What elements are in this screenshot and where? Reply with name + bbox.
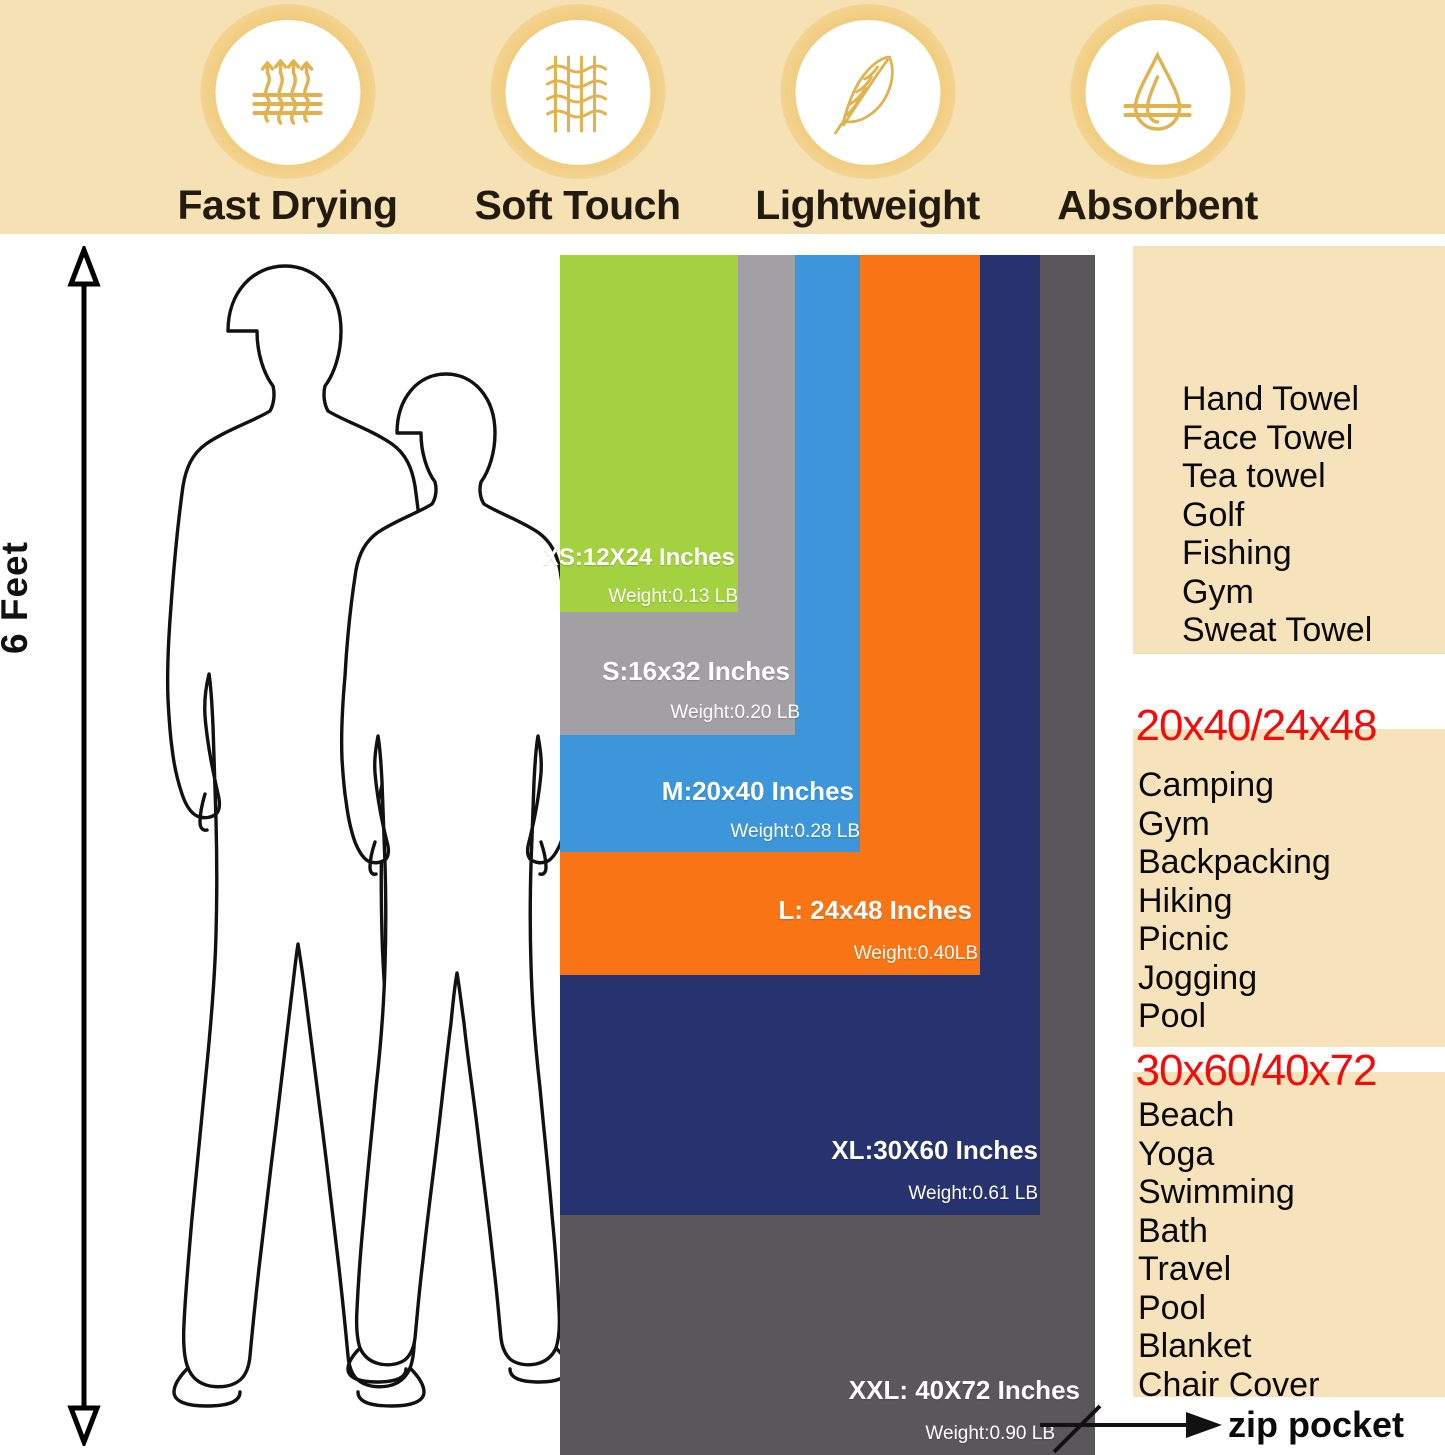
feature-band: Fast Drying Soft Touch	[0, 0, 1445, 234]
panel-list-2: Camping Gym Backpacking Hiking Picnic Jo…	[1100, 766, 1412, 1036]
feature-fast-drying: Fast Drying	[143, 0, 433, 234]
size-label-s: S:16x32 Inches	[602, 656, 790, 686]
feature-label: Lightweight	[755, 182, 980, 228]
fast-drying-icon	[215, 20, 360, 165]
feature-label: Soft Touch	[474, 182, 681, 228]
list-item[interactable]: Beach	[1138, 1096, 1235, 1134]
size-weight-m: Weight:0.28 LB	[730, 821, 860, 842]
feature-soft-touch: Soft Touch	[433, 0, 723, 234]
body-scale-area: 6 Feet	[0, 234, 560, 1455]
list-item[interactable]: Pool	[1138, 997, 1207, 1035]
panel-heading-2: 20x40/24x48	[1135, 701, 1378, 750]
size-weight-s: Weight:0.20 LB	[670, 702, 800, 723]
size-label-m: M:20x40 Inches	[661, 776, 854, 806]
list-item[interactable]: Pool	[1138, 1288, 1207, 1327]
size-block-xs[interactable]	[560, 255, 738, 612]
double-arrow-vertical-icon	[67, 246, 101, 1446]
feature-lightweight: Lightweight	[723, 0, 1013, 234]
list-item[interactable]: Golf	[1182, 495, 1245, 534]
feature-label: Absorbent	[1057, 182, 1258, 228]
absorbent-droplet-icon	[1085, 20, 1230, 165]
height-scale-label: 6 Feet	[0, 541, 35, 654]
size-choose-column: Size Choose 12x24/16x32 Hand Towel Face …	[1100, 234, 1445, 1455]
size-weight-xl: Weight:0.61 LB	[908, 1183, 1038, 1204]
list-item[interactable]: Fishing	[1182, 534, 1292, 572]
list-item[interactable]: Swimming	[1138, 1173, 1295, 1211]
list-item[interactable]: Hiking	[1138, 881, 1233, 920]
list-item[interactable]: Face Towel	[1182, 418, 1354, 457]
list-item[interactable]: Sweat Towel	[1182, 611, 1373, 649]
feature-label: Fast Drying	[177, 182, 398, 228]
arrow-right-icon	[1040, 1404, 1222, 1454]
list-item[interactable]: Bath	[1138, 1211, 1208, 1250]
size-label-xl: XL:30X60 Inches	[831, 1135, 1038, 1165]
soft-touch-icon	[505, 20, 650, 165]
size-weight-l: Weight:0.40LB	[853, 943, 978, 964]
feature-absorbent: Absorbent	[1013, 0, 1303, 234]
size-chart: XXL: 40X72 Inches Weight:0.90 LB XL:30X6…	[543, 255, 1100, 1455]
panel-box-1	[1133, 246, 1445, 654]
list-item[interactable]: Picnic	[1138, 920, 1229, 958]
list-item[interactable]: Jogging	[1138, 958, 1258, 997]
lightweight-feather-icon	[795, 20, 940, 165]
size-label-xs: XS:12X24 Inches	[542, 544, 735, 571]
size-weight-xs: Weight:0.13 LB	[608, 586, 738, 607]
list-item[interactable]: Chair Cover	[1138, 1365, 1320, 1404]
panel-box-3	[1133, 1072, 1445, 1397]
size-weight-xxl: Weight:0.90 LB	[925, 1423, 1055, 1444]
zip-pocket-label: zip pocket	[1228, 1404, 1405, 1445]
list-item[interactable]: Tea towel	[1182, 457, 1326, 495]
panel-heading-3: 30x60/40x72	[1135, 1046, 1378, 1095]
human-body-silhouette-icon	[165, 264, 560, 1408]
list-item[interactable]: Gym	[1138, 804, 1210, 843]
list-item[interactable]: Travel	[1138, 1250, 1232, 1288]
list-item[interactable]: Hand Towel	[1182, 380, 1360, 418]
list-item[interactable]: Gym	[1182, 572, 1254, 611]
size-label-l: L: 24x48 Inches	[778, 895, 972, 925]
list-item[interactable]: Yoga	[1138, 1134, 1215, 1173]
list-item[interactable]: Camping	[1138, 766, 1275, 804]
panel-box-2	[1133, 729, 1445, 1047]
panel-list-1: Hand Towel Face Towel Tea towel Golf Fis…	[1100, 380, 1412, 650]
panel-list-3: Beach Yoga Swimming Bath Travel Pool Bla…	[1100, 1096, 1412, 1404]
size-label-xxl: XXL: 40X72 Inches	[848, 1375, 1080, 1405]
list-item[interactable]: Blanket	[1138, 1327, 1252, 1365]
list-item[interactable]: Backpacking	[1138, 843, 1331, 881]
